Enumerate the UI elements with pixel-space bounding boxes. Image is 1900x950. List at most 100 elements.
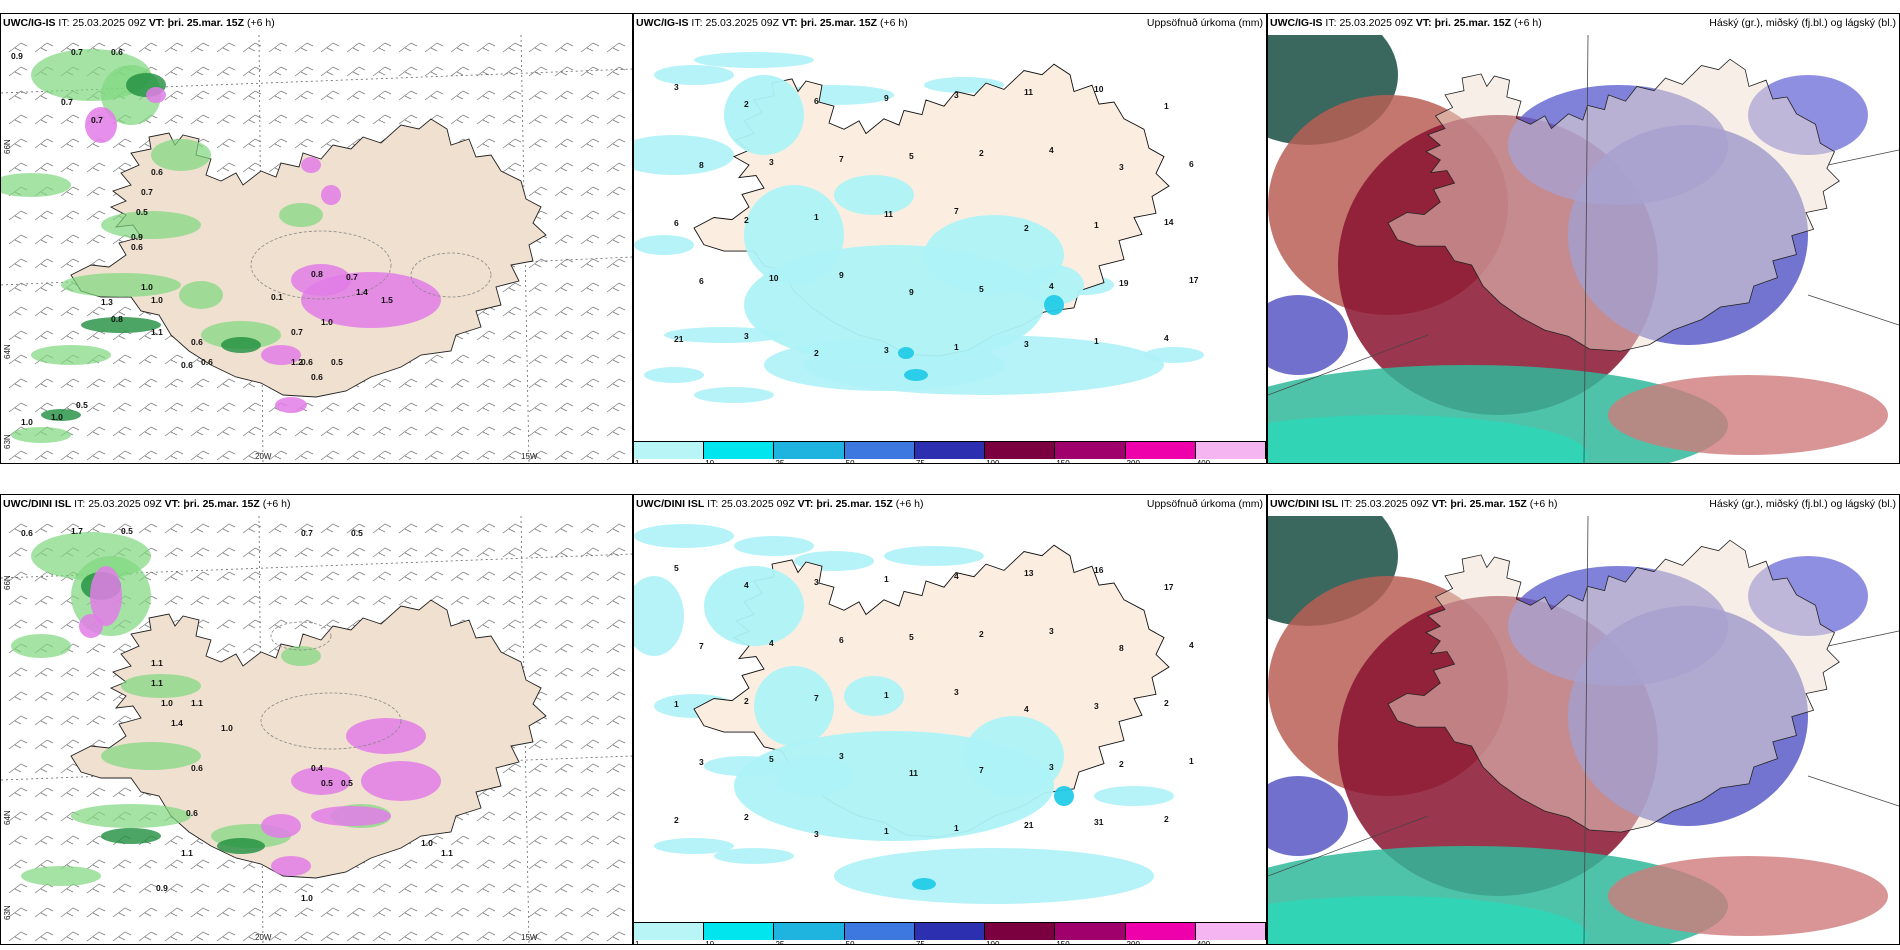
value-label: 1.7: [71, 526, 83, 536]
precip-value-label: 13: [1024, 568, 1034, 578]
colorbar-swatch: [985, 441, 1056, 459]
hatched-area: [270, 621, 332, 651]
precip-value-label: 11: [1024, 87, 1033, 97]
precip-light: [834, 848, 1154, 904]
value-label: 0.5: [76, 400, 88, 410]
value-label: 0.6: [21, 528, 33, 538]
precip-area: [11, 427, 71, 443]
precip-value-label: 6: [814, 96, 819, 106]
precip-value-label: 3: [1049, 762, 1054, 772]
precip-light: [634, 235, 694, 255]
panel-header: UWC/DINI ISL IT: 25.03.2025 09Z VT: þri.…: [1270, 498, 1558, 510]
precip-area: [121, 674, 201, 698]
lat-label: 63N: [3, 905, 12, 920]
heavy-precip-area: [261, 814, 301, 838]
value-label: 0.5: [351, 528, 363, 538]
colorbar-tick: 25: [775, 459, 785, 464]
value-label: 0.7: [61, 97, 73, 107]
lon-label: 20W: [255, 933, 272, 942]
value-label: 0.6: [301, 357, 313, 367]
value-label: 1.0: [321, 317, 333, 327]
heavy-precip-area: [85, 107, 117, 143]
colorbar-tick: 150: [1056, 940, 1070, 945]
colorbar-swatch: [704, 441, 775, 459]
heavy-precip-area: [271, 856, 311, 876]
colorbar-tick: 150: [1056, 459, 1070, 464]
precip-value-label: 6: [1189, 159, 1194, 169]
precip-value-label: 3: [699, 757, 704, 767]
precip-value-label: 2: [1164, 814, 1169, 824]
iceland-land: [70, 118, 547, 398]
precip-value-label: 3: [1049, 626, 1054, 636]
graticule: [1268, 516, 1899, 944]
clear-sky: [1818, 235, 1898, 295]
precip-value-label: 9: [884, 93, 889, 103]
precip-value-label: 31: [1094, 817, 1104, 827]
graticule: [1, 516, 632, 944]
precip-light: [694, 387, 774, 403]
precip-value-label: 7: [839, 154, 844, 164]
colorbar-swatch: [844, 441, 915, 459]
precip-moderate: [1054, 786, 1074, 806]
heavy-precip-area: [90, 566, 122, 626]
precip-panel-igis: UWC/IG-IS IT: 25.03.2025 09Z VT: þri. 25…: [633, 13, 1267, 464]
colorbar-tick: 10: [705, 459, 715, 464]
precip-area: [201, 321, 281, 349]
value-label: 0.6: [151, 167, 163, 177]
mid-cloud-south: [1608, 856, 1888, 936]
precip-value-label: 5: [769, 754, 774, 764]
colorbar-swatch: [634, 441, 705, 459]
precip-area: [281, 646, 321, 666]
precip-light: [1144, 347, 1204, 363]
value-label: 1.0: [161, 698, 173, 708]
lon-label: 20W: [255, 452, 272, 461]
precip-panel-dini: UWC/DINI ISL IT: 25.03.2025 09Z VT: þri.…: [633, 494, 1267, 945]
panel-header: UWC/DINI ISL IT: 25.03.2025 09Z VT: þri.…: [3, 498, 291, 510]
colorbar-tick: 50: [845, 459, 855, 464]
precip-value-label: 4: [1164, 333, 1169, 343]
colorbar-tick: 1: [635, 459, 640, 464]
value-label: 0.5: [136, 207, 148, 217]
heavy-precip-area: [311, 806, 391, 826]
precip-value-label: 4: [954, 571, 959, 581]
precip-value-label: 2: [744, 812, 749, 822]
precip-value-label: 4: [1189, 640, 1194, 650]
precip-value-label: 3: [674, 82, 679, 92]
precip-value-label: 4: [1024, 704, 1029, 714]
precip-value-label: 9: [909, 287, 914, 297]
precip-value-label: 3: [814, 829, 819, 839]
precip-light: [1094, 786, 1174, 806]
precip-area: [101, 211, 201, 239]
precip-value-label: 9: [839, 270, 844, 280]
heavy-precip-area: [361, 761, 441, 801]
precip-value-label: 5: [909, 632, 914, 642]
precip-area: [11, 634, 71, 658]
colorbar-swatch: [774, 441, 845, 459]
wind-map: 0.6 1.7 0.5 0.7 0.5 1.1 1.1 1.0 1.1 1.4 1.0 0.6 0.4 0…: [1, 516, 632, 944]
precip-value-label: 2: [1164, 698, 1169, 708]
colorbar-swatch: [914, 441, 986, 459]
precip-value-label: 7: [954, 206, 959, 216]
high-cloud-band: [1268, 415, 1588, 463]
colorbar-swatch: [1195, 922, 1266, 940]
precip-value-label: 6: [839, 635, 844, 645]
cloud-title: Háský (gr.), miðský (fj.bl.) og lágský (…: [1709, 498, 1896, 510]
precip-value-label: 4: [1049, 145, 1054, 155]
colorbar-swatch: [634, 922, 705, 940]
precip-light: [694, 52, 814, 68]
precip-value-label: 8: [1119, 643, 1124, 653]
precip-value-label: 1: [884, 690, 889, 700]
value-label: 0.9: [156, 883, 168, 893]
colorbar-tick: 400: [1196, 459, 1211, 464]
wind-panel-igis: UWC/IG-IS IT: 25.03.2025 09Z VT: þri. 25…: [0, 13, 633, 464]
precip-title: Uppsöfnuð úrkoma (mm): [1146, 498, 1263, 510]
precip-land: [834, 175, 914, 215]
precip-value-label: 1: [884, 826, 889, 836]
colorbar-swatch: [1055, 922, 1126, 940]
value-label: 1.0: [141, 282, 153, 292]
value-label: 0.6: [191, 763, 203, 773]
iceland-land: [1387, 58, 1840, 352]
value-label: 1.1: [441, 848, 453, 858]
colorbar-swatch: [1055, 441, 1126, 459]
precip-moderate: [912, 878, 936, 890]
